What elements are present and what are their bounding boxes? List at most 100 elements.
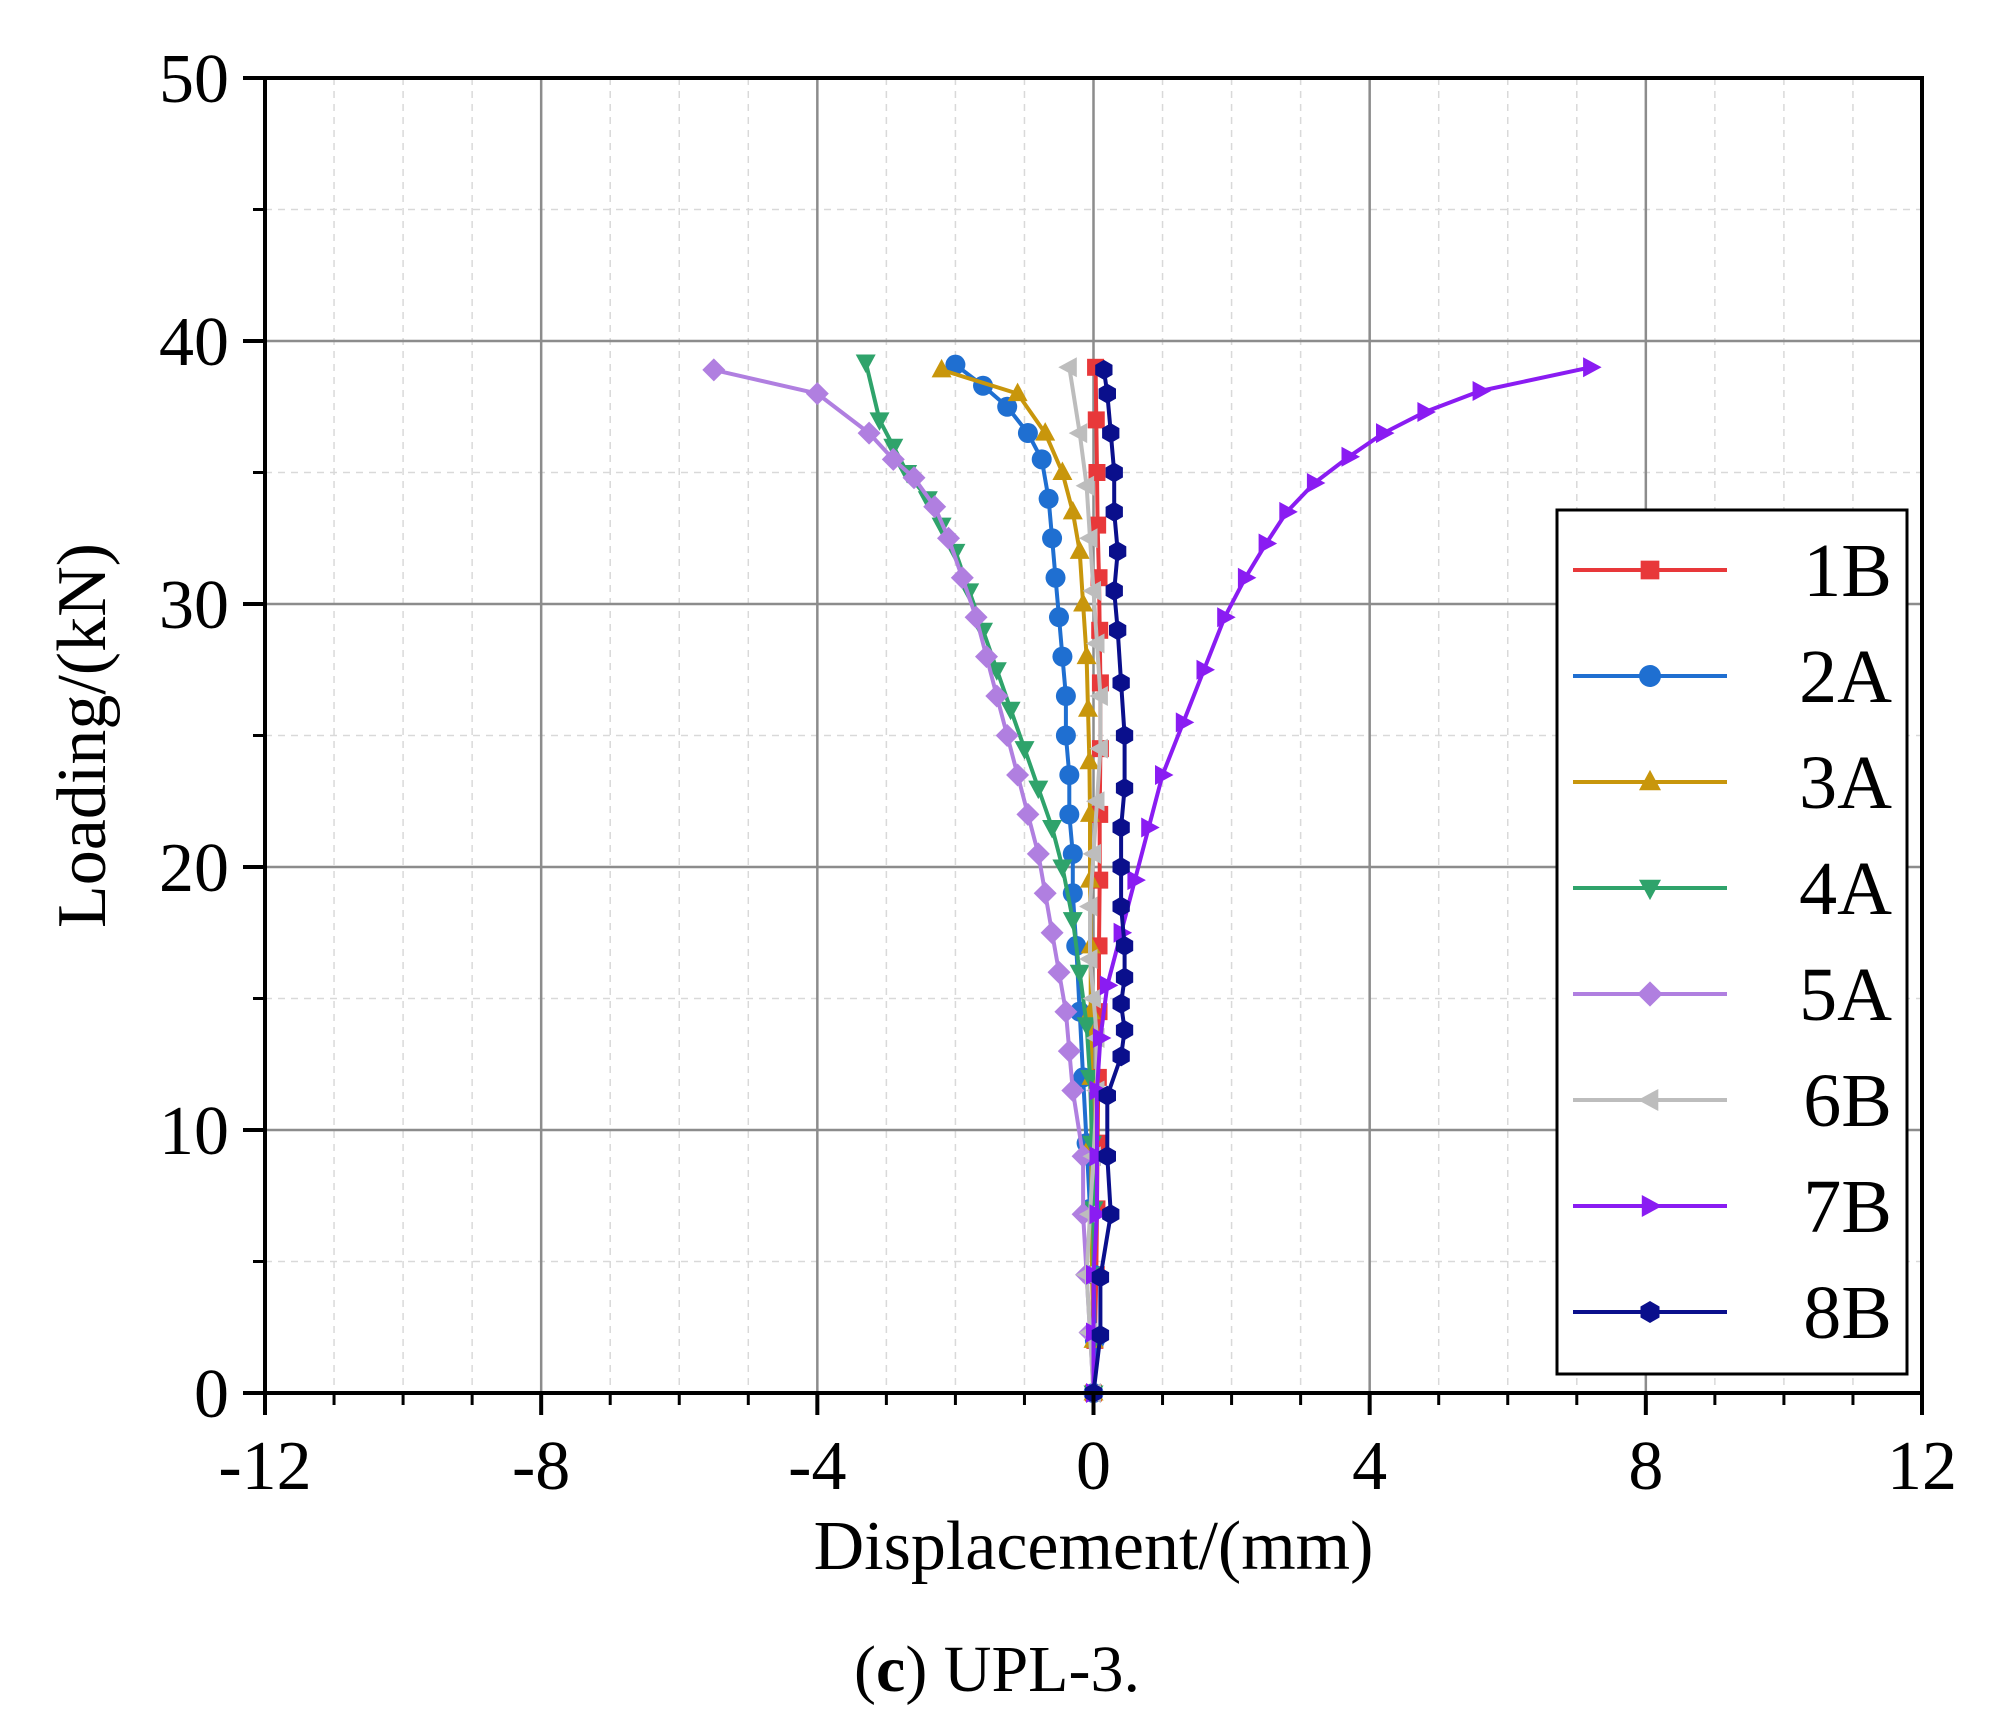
legend-item-5A: 5A xyxy=(1573,953,1892,1037)
data-point-8B xyxy=(1115,967,1134,988)
data-point-5A xyxy=(1057,1039,1081,1063)
data-point-8B xyxy=(1112,993,1130,1014)
data-point-6B xyxy=(1089,738,1108,759)
data-point-5A xyxy=(805,382,829,406)
x-axis-label: Displacement/(mm) xyxy=(814,1508,1374,1585)
data-point-5A xyxy=(1040,921,1064,945)
data-point-8B xyxy=(1109,620,1127,641)
legend-item-1B: 1B xyxy=(1573,529,1892,613)
legend-item-8B: 8B xyxy=(1573,1271,1892,1355)
data-point-6B xyxy=(1075,475,1095,496)
data-point-5A xyxy=(937,526,960,550)
data-point-7B xyxy=(1376,423,1395,444)
data-point-1B xyxy=(1089,516,1107,534)
data-point-7B xyxy=(1089,1080,1108,1101)
x-tick-label: -4 xyxy=(788,1428,846,1505)
data-point-5A xyxy=(1033,881,1057,905)
data-point-7B xyxy=(1237,567,1257,588)
data-point-8B xyxy=(1098,1085,1116,1106)
data-point-4A xyxy=(1042,820,1063,839)
data-point-7B xyxy=(1092,1028,1112,1048)
data-point-6B xyxy=(1082,843,1101,864)
data-point-2A xyxy=(1017,423,1038,444)
legend-marker xyxy=(1637,981,1663,1007)
legend-marker xyxy=(1639,769,1661,791)
data-point-8B xyxy=(1115,1020,1134,1041)
data-point-5A xyxy=(1047,960,1071,984)
data-point-6B xyxy=(1089,686,1108,706)
x-tick-label: 0 xyxy=(1076,1428,1111,1505)
data-point-2A xyxy=(1031,449,1052,470)
caption-label-letter: c xyxy=(876,1633,906,1706)
tick-labels: -12 -8 -4 0 4 8 12 0 10 20 30 40 50 xyxy=(159,41,1957,1505)
data-point-5A xyxy=(1016,802,1040,826)
series-layer xyxy=(702,354,1602,1405)
data-point-4A xyxy=(1069,964,1090,984)
data-point-2A xyxy=(945,354,966,375)
legend-label: 4A xyxy=(1799,847,1892,931)
data-point-7B xyxy=(1175,712,1195,733)
series-8B xyxy=(1084,359,1134,1403)
series-7B xyxy=(1086,357,1602,1403)
data-point-8B xyxy=(1109,541,1127,562)
legend-marker xyxy=(1639,665,1661,687)
legend-marker xyxy=(1637,1089,1659,1111)
data-point-3A xyxy=(1069,540,1090,559)
data-point-8B xyxy=(1105,462,1123,483)
legend: 1B 2A 3A 4A 5A 6B 7B 8B xyxy=(1555,508,1909,1376)
data-point-4A xyxy=(986,662,1007,681)
data-point-5A xyxy=(857,421,881,445)
data-point-5A xyxy=(985,684,1009,708)
data-point-3A xyxy=(1078,698,1098,717)
x-tick-label: 8 xyxy=(1628,1428,1663,1505)
data-point-8B xyxy=(1105,580,1123,601)
y-tick-label: 10 xyxy=(159,1093,229,1170)
data-point-8B xyxy=(1112,1046,1130,1067)
data-point-2A xyxy=(1045,567,1066,588)
data-point-8B xyxy=(1112,672,1130,693)
data-point-8B xyxy=(1115,778,1134,799)
x-tick-label: -8 xyxy=(512,1428,570,1505)
y-tick-label: 40 xyxy=(159,304,229,381)
legend-item-6B: 6B xyxy=(1573,1059,1892,1143)
legend-item-7B: 7B xyxy=(1573,1165,1892,1249)
data-point-7B xyxy=(1089,1204,1108,1225)
data-point-3A xyxy=(1035,422,1056,441)
legend-marker xyxy=(1641,1195,1663,1217)
data-point-2A xyxy=(1052,646,1073,667)
data-point-5A xyxy=(964,605,988,629)
caption-text: UPL-3. xyxy=(927,1633,1140,1706)
data-point-7B xyxy=(1196,659,1215,680)
data-point-3A xyxy=(1073,593,1094,612)
data-point-4A xyxy=(1062,912,1083,931)
data-point-7B xyxy=(1417,402,1436,422)
data-point-6B xyxy=(1079,896,1098,917)
data-point-5A xyxy=(902,466,926,490)
caption-label-prefix: ( xyxy=(854,1633,877,1706)
data-point-8B xyxy=(1112,817,1130,838)
legend-item-4A: 4A xyxy=(1573,847,1892,931)
data-point-5A xyxy=(881,447,905,471)
data-point-7B xyxy=(1155,765,1174,785)
data-point-3A xyxy=(1052,461,1073,480)
legend-label: 5A xyxy=(1799,953,1892,1037)
data-point-2A xyxy=(997,396,1018,417)
x-tick-label: 4 xyxy=(1352,1428,1387,1505)
data-point-3A xyxy=(1007,382,1028,402)
legend-label: 7B xyxy=(1803,1165,1892,1249)
data-point-4A xyxy=(1076,1017,1097,1036)
data-point-5A xyxy=(995,724,1019,747)
data-point-7B xyxy=(1099,975,1119,996)
legend-label: 6B xyxy=(1803,1059,1892,1143)
data-point-2A xyxy=(1048,607,1069,628)
data-point-2A xyxy=(1059,804,1080,825)
legend-marker xyxy=(1640,560,1660,580)
legend-label: 1B xyxy=(1803,529,1892,613)
data-point-6B xyxy=(1058,357,1077,378)
data-point-5A xyxy=(1026,842,1050,866)
data-point-8B xyxy=(1102,1204,1120,1225)
data-point-4A xyxy=(855,354,876,373)
data-point-3A xyxy=(1062,500,1083,520)
data-point-7B xyxy=(1341,446,1360,467)
